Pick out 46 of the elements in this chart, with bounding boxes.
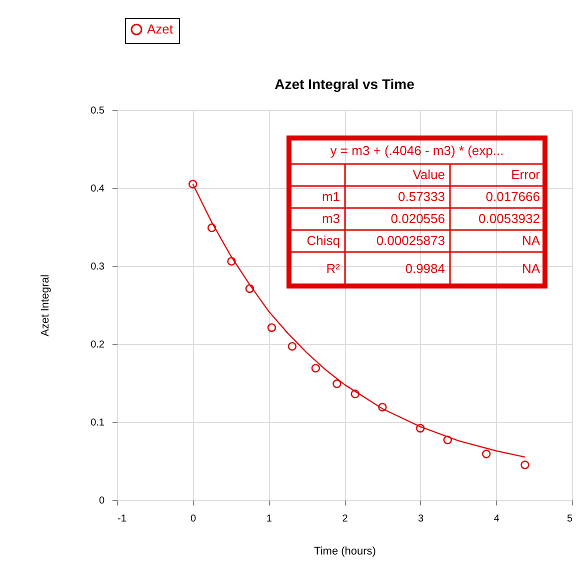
legend-label: Azet	[147, 22, 174, 36]
point	[311, 364, 320, 373]
annotation: Error	[511, 167, 541, 182]
point	[416, 424, 425, 433]
annotation: 0.017666	[486, 189, 540, 204]
y-tick-label: 0.5	[90, 106, 105, 116]
chart-title: Azet Integral vs Time	[274, 76, 415, 92]
point	[482, 450, 491, 458]
annotation: 0.020556	[390, 211, 445, 226]
x-tick-label: 4	[494, 514, 500, 524]
x-tick-label: 5	[566, 514, 573, 524]
y-axis-title: Azet Integral	[40, 274, 52, 336]
point	[188, 180, 198, 188]
x-tick-label: -1	[118, 514, 127, 524]
annotation: 0.0053932	[478, 211, 540, 226]
x-tick-label: 1	[266, 514, 272, 524]
y-tick-label: 0.1	[90, 418, 105, 428]
annotation: R²	[326, 261, 341, 276]
annotation: y = m3 + (.4046 - m3) * (exp...	[330, 143, 504, 158]
point	[520, 460, 530, 470]
x-tick-label: 0	[190, 514, 197, 524]
annotation: NA	[522, 261, 540, 276]
point	[378, 402, 387, 412]
y-tick-label: 0.4	[90, 184, 105, 194]
point	[350, 390, 360, 398]
annotation: Value	[412, 167, 445, 182]
point	[332, 379, 342, 388]
point	[245, 284, 254, 293]
point	[443, 436, 452, 444]
point	[267, 323, 276, 332]
annotation: m3	[322, 211, 340, 226]
point	[288, 342, 297, 351]
y-tick-label: 0.3	[90, 262, 105, 272]
annotation: 0.57333	[398, 189, 445, 204]
annotation: 0.9984	[405, 261, 445, 276]
point	[207, 223, 216, 232]
point	[227, 256, 236, 266]
x-tick-label: 3	[418, 514, 424, 524]
annotation: m1	[322, 189, 340, 204]
annotation: 0.00025873	[376, 233, 445, 248]
y-tick-label: 0.2	[90, 340, 105, 350]
x-axis-title: Time (hours)	[314, 546, 376, 558]
y-tick-label: 0	[98, 496, 105, 506]
annotation: NA	[522, 233, 540, 248]
x-tick-label: 2	[342, 514, 348, 524]
annotation: Chisq	[306, 233, 340, 248]
